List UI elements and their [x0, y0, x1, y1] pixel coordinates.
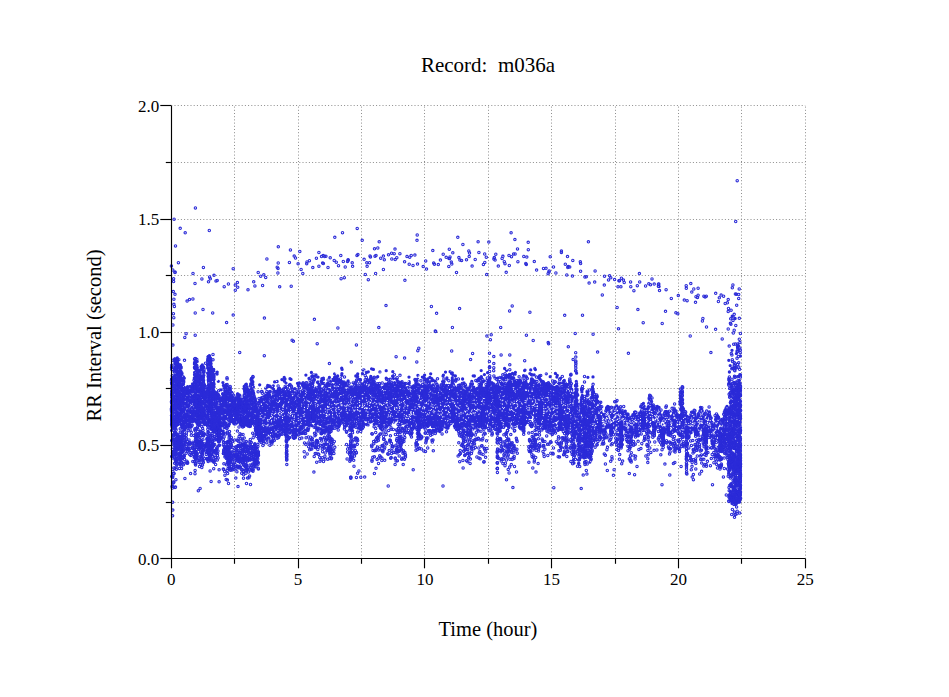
svg-text:Time (hour): Time (hour): [439, 618, 538, 641]
svg-text:1.5: 1.5: [138, 210, 159, 229]
svg-text:25: 25: [797, 570, 814, 589]
svg-text:RR Interval (second): RR Interval (second): [83, 250, 106, 422]
svg-text:10: 10: [416, 570, 433, 589]
svg-text:2.0: 2.0: [138, 97, 159, 116]
svg-text:0: 0: [167, 570, 176, 589]
svg-text:1.0: 1.0: [138, 323, 159, 342]
svg-text:5: 5: [294, 570, 303, 589]
svg-text:0.5: 0.5: [138, 436, 159, 455]
svg-text:Record: m036a: Record: m036a: [421, 53, 556, 77]
svg-text:20: 20: [670, 570, 687, 589]
svg-text:15: 15: [543, 570, 560, 589]
svg-text:0.0: 0.0: [138, 550, 159, 569]
